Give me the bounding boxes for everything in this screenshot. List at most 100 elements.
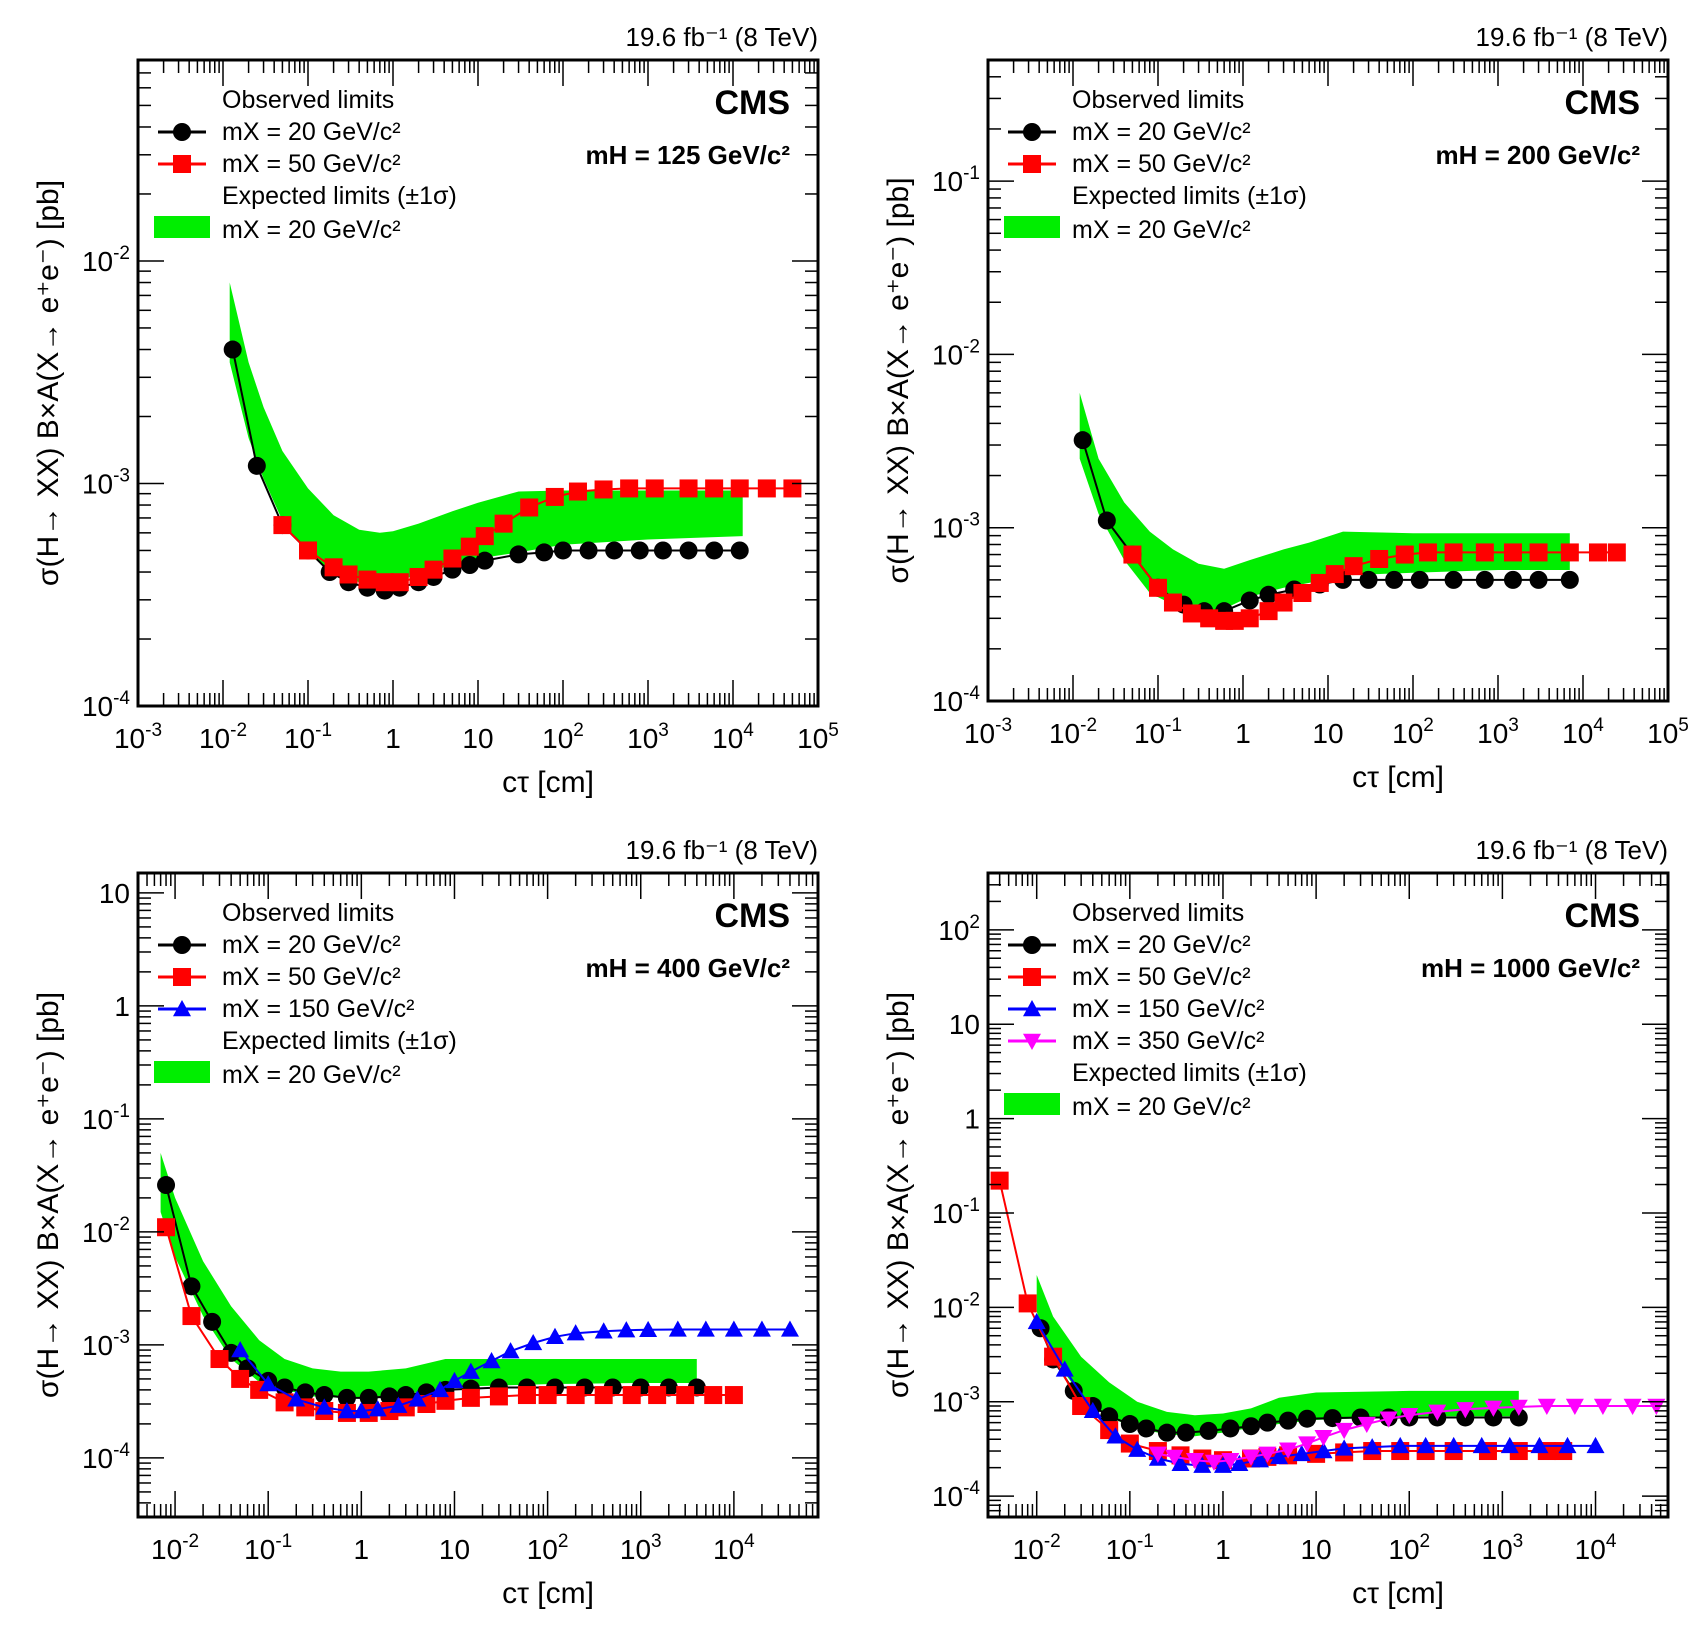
- data-point: [724, 1320, 743, 1337]
- series-mx50: [273, 479, 802, 592]
- legend-marker: [173, 1000, 191, 1017]
- legend-marker: [173, 123, 191, 141]
- data-point: [1221, 1419, 1240, 1438]
- legend: Observed limits mX = 20 GeV/c² mX = 50 GeV…: [154, 86, 457, 244]
- legend-expected-heading: Expected limits (±1σ): [222, 1027, 457, 1055]
- legend-observed-heading: Observed limits: [1072, 86, 1244, 114]
- data-point: [594, 1386, 613, 1405]
- data-point: [757, 479, 776, 498]
- x-tick-label: 102: [542, 720, 584, 754]
- legend-band-swatch: [154, 1061, 210, 1083]
- data-point: [1242, 1417, 1261, 1436]
- data-point: [1259, 602, 1278, 621]
- data-point: [501, 1342, 520, 1359]
- data-point: [1565, 1398, 1584, 1416]
- y-tick-label: 1: [114, 991, 130, 1022]
- plot-area: [157, 1152, 799, 1422]
- data-point: [482, 1352, 501, 1369]
- data-point: [1123, 545, 1142, 564]
- y-axis-label: σ(H→ XX) B×A(X→ e⁺e⁻) [pb]: [32, 992, 65, 1398]
- lumi-label: 19.6 fb⁻¹ (8 TeV): [1476, 22, 1668, 52]
- series-mx20: [223, 340, 749, 600]
- series-mx150: [1027, 1312, 1605, 1473]
- legend-observed-heading: Observed limits: [222, 86, 394, 114]
- data-point: [1529, 570, 1548, 589]
- data-point: [780, 1320, 799, 1337]
- data-point: [1055, 1360, 1074, 1377]
- data-point: [275, 1393, 294, 1412]
- x-tick-label: 103: [1477, 715, 1519, 749]
- data-point: [494, 514, 513, 533]
- data-point: [1298, 1409, 1317, 1428]
- cms-label: CMS: [714, 84, 790, 122]
- data-point: [752, 1320, 771, 1337]
- data-point: [1204, 1454, 1223, 1471]
- y-axis-label: σ(H→ XX) B×A(X→ e⁺e⁻) [pb]: [882, 177, 915, 583]
- data-point: [617, 1321, 636, 1338]
- data-point: [568, 482, 587, 501]
- data-point: [1120, 1415, 1139, 1434]
- y-tick-label: 10-2: [82, 1214, 130, 1248]
- data-point: [679, 541, 698, 560]
- x-tick-label: 10-2: [1049, 715, 1097, 749]
- legend: Observed limits mX = 20 GeV/c² mX = 50 GeV…: [1004, 899, 1307, 1121]
- data-point: [653, 541, 672, 560]
- data-point: [460, 537, 479, 556]
- data-point: [545, 487, 564, 506]
- data-point: [1607, 543, 1626, 562]
- data-point: [275, 1378, 294, 1397]
- legend-marker: [1023, 155, 1041, 173]
- legend-observed-heading: Observed limits: [222, 899, 394, 927]
- legend-entry: mX = 50 GeV/c²: [222, 150, 401, 178]
- data-point: [424, 560, 443, 579]
- data-point: [1509, 1408, 1528, 1427]
- data-point: [1418, 543, 1437, 562]
- data-point: [1176, 1423, 1195, 1442]
- data-point: [1274, 593, 1293, 612]
- data-point: [517, 1386, 536, 1405]
- x-tick-label: 10: [1301, 1534, 1332, 1565]
- y-axis-label: σ(H→ XX) B×A(X→ e⁺e⁻) [pb]: [882, 992, 915, 1398]
- data-point: [1593, 1398, 1612, 1416]
- data-point: [579, 541, 598, 560]
- mh-label: mH = 400 GeV/c²: [586, 953, 791, 983]
- data-point: [1240, 609, 1259, 628]
- data-point: [1193, 1456, 1212, 1473]
- data-point: [358, 570, 377, 589]
- data-point: [1647, 1398, 1666, 1416]
- data-point: [1444, 543, 1463, 562]
- x-tick-label: 102: [1388, 1531, 1430, 1565]
- axis-ticks: [137, 59, 819, 707]
- legend-entry: mX = 20 GeV/c²: [222, 931, 401, 959]
- data-point: [1148, 1446, 1167, 1463]
- series-mx350: [1148, 1398, 1666, 1471]
- legend-marker: [1023, 1033, 1041, 1050]
- x-tick-label: 10: [462, 723, 493, 754]
- y-tick-label: 10-1: [82, 1101, 130, 1135]
- data-point: [520, 498, 539, 517]
- data-point: [645, 479, 664, 498]
- data-point: [389, 1396, 408, 1413]
- data-point: [1395, 545, 1414, 564]
- data-point: [1623, 1398, 1642, 1416]
- series-mx50: [1123, 543, 1626, 630]
- data-point: [1242, 1449, 1261, 1466]
- mh-label: mH = 1000 GeV/c²: [1421, 953, 1640, 983]
- data-point: [1279, 1442, 1298, 1459]
- x-tick-label: 104: [1562, 715, 1604, 749]
- data-point: [445, 1371, 464, 1389]
- data-point: [1149, 578, 1167, 597]
- data-point: [1357, 1416, 1376, 1434]
- data-point: [1472, 1436, 1491, 1454]
- x-tick-label: 1: [1235, 718, 1251, 749]
- data-point: [1475, 543, 1494, 562]
- data-point: [339, 565, 358, 584]
- legend-entry: mX = 50 GeV/c²: [1072, 963, 1251, 991]
- cms-label: CMS: [1564, 897, 1640, 935]
- plot-area: [990, 1171, 1666, 1473]
- data-point: [409, 567, 428, 586]
- x-tick-label: 10: [439, 1534, 470, 1565]
- data-point: [1379, 1411, 1398, 1428]
- legend-expected-heading: Expected limits (±1σ): [222, 182, 457, 210]
- x-tick-label: 103: [627, 720, 669, 754]
